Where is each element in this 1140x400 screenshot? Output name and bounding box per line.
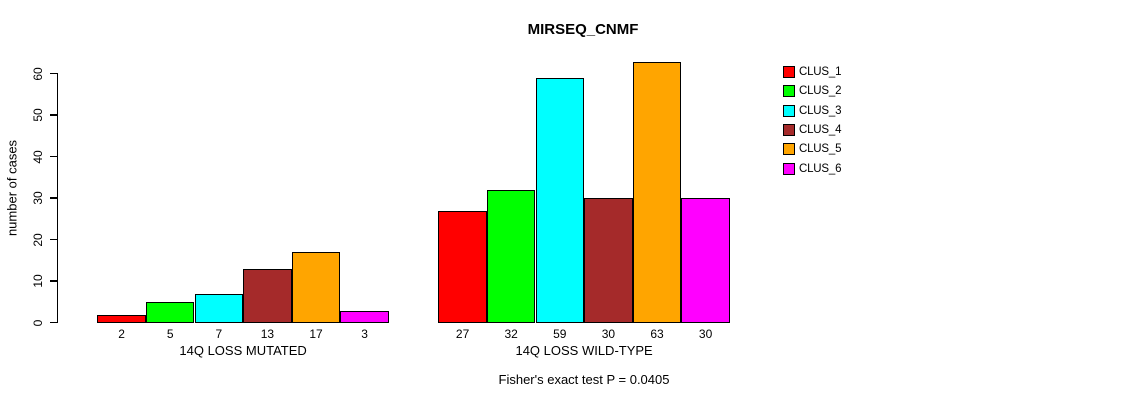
bar-value-label: 5 <box>166 327 174 341</box>
bar-value-label: 30 <box>698 327 713 341</box>
legend-item: CLUS_5 <box>783 142 841 156</box>
legend-label: CLUS_3 <box>799 104 842 117</box>
y-axis-tick <box>50 280 58 282</box>
legend-label: CLUS_2 <box>799 85 842 98</box>
bar-value-label: 2 <box>118 327 125 341</box>
legend-item: CLUS_1 <box>783 65 841 79</box>
legend-item: CLUS_2 <box>783 84 841 98</box>
legend-swatch <box>783 123 795 136</box>
bar-clus_2-group1 <box>145 302 195 323</box>
legend-label: CLUS_6 <box>799 162 842 175</box>
y-axis-tick-label: 20 <box>30 232 45 247</box>
bar-clus_3-group2 <box>535 78 585 323</box>
y-axis-tick <box>50 197 58 199</box>
y-axis-tick-label: 30 <box>30 191 45 205</box>
bar-value-label: 27 <box>455 327 470 341</box>
legend-swatch <box>783 143 795 156</box>
x-axis-group-label: 14Q LOSS WILD-TYPE <box>515 343 653 358</box>
bar-value-label: 7 <box>215 327 223 341</box>
bar-value-label: 32 <box>504 327 518 341</box>
bar-value-label: 59 <box>553 327 567 341</box>
bar-value-label: 30 <box>601 327 616 341</box>
bar-clus_1-group2 <box>438 211 487 323</box>
y-axis-tick-label: 50 <box>30 108 45 122</box>
y-axis-tick <box>50 238 58 241</box>
bar-value-label: 13 <box>260 327 275 341</box>
y-axis-tick-label: 60 <box>30 66 45 81</box>
bar-clus_4-group1 <box>243 269 292 323</box>
bar-value-label: 3 <box>361 327 368 341</box>
y-axis-tick <box>50 72 58 75</box>
legend-label: CLUS_1 <box>799 66 842 78</box>
y-axis-tick-label: 10 <box>30 274 45 288</box>
y-axis-tick <box>50 114 58 116</box>
legend-label: CLUS_4 <box>799 123 842 136</box>
legend-item: CLUS_6 <box>783 162 841 176</box>
bar-clus_1-group1 <box>97 315 146 323</box>
x-axis-group-label: 14Q LOSS MUTATED <box>179 343 307 358</box>
chart-title: MIRSEQ_CNMF <box>527 21 639 38</box>
bar-value-label: 63 <box>650 327 664 341</box>
legend-item: CLUS_3 <box>783 104 841 118</box>
bar-clus_6-group2 <box>681 198 730 323</box>
legend-swatch <box>783 85 795 98</box>
bar-clus_3-group1 <box>194 294 244 323</box>
bar-value-label: 17 <box>309 327 323 341</box>
legend-swatch <box>783 104 795 117</box>
legend-label: CLUS_5 <box>799 143 842 156</box>
bar-clus_6-group1 <box>340 311 389 323</box>
y-axis-tick <box>50 155 58 158</box>
y-axis-tick-label: 0 <box>30 319 45 326</box>
y-axis-tick-label: 40 <box>30 149 45 164</box>
legend-swatch <box>783 66 795 78</box>
bar-clus_2-group2 <box>486 190 536 323</box>
bar-clus_5-group2 <box>632 62 682 323</box>
bar-clus_5-group1 <box>291 252 341 323</box>
annotation-text: Fisher's exact test P = 0.0405 <box>498 372 670 387</box>
y-axis-tick <box>50 321 58 324</box>
bar-clus_4-group2 <box>584 198 633 323</box>
y-axis-label: number of cases <box>4 139 20 237</box>
legend-item: CLUS_4 <box>783 123 841 137</box>
legend-swatch <box>783 162 795 175</box>
